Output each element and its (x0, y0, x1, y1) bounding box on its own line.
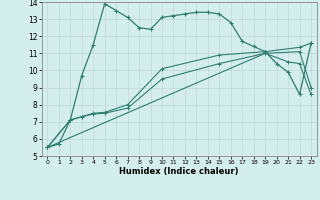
X-axis label: Humidex (Indice chaleur): Humidex (Indice chaleur) (119, 167, 239, 176)
